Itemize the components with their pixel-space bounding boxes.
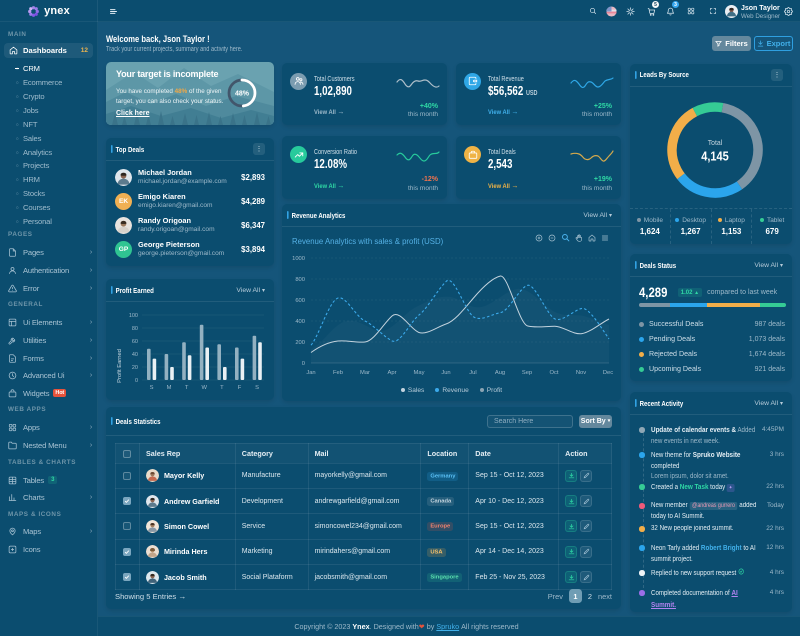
svg-text:Mar: Mar [360,370,370,376]
svg-text:F: F [238,385,242,391]
svg-text:Nov: Nov [576,370,586,376]
svg-text:Dec: Dec [603,370,613,376]
svg-text:W: W [202,385,208,391]
svg-text:S: S [255,385,259,391]
svg-text:40: 40 [132,352,138,358]
svg-text:100: 100 [129,313,138,319]
svg-text:4,145: 4,145 [701,148,729,163]
svg-text:Total: Total [708,138,723,147]
svg-text:400: 400 [295,319,305,325]
svg-text:Profit Earned: Profit Earned [117,349,123,383]
svg-text:Aug: Aug [495,370,505,376]
svg-text:0: 0 [135,378,138,384]
svg-text:60: 60 [132,339,138,345]
svg-text:Apr: Apr [387,370,396,376]
svg-text:600: 600 [295,298,305,304]
svg-text:Oct: Oct [549,370,558,376]
svg-text:1000: 1000 [292,256,305,262]
svg-text:48%: 48% [235,90,250,97]
svg-text:S: S [150,385,154,391]
svg-text:80: 80 [132,326,138,332]
svg-text:200: 200 [295,340,305,346]
svg-text:Feb: Feb [333,370,343,376]
svg-text:T: T [185,385,189,391]
svg-text:Jul: Jul [469,370,476,376]
svg-text:Jun: Jun [441,370,450,376]
svg-text:20: 20 [132,365,138,371]
svg-text:Jan: Jan [306,370,315,376]
svg-text:M: M [167,385,172,391]
svg-text:May: May [414,370,425,376]
svg-text:0: 0 [302,361,305,367]
svg-text:T: T [220,385,224,391]
svg-text:800: 800 [295,277,305,283]
svg-text:Sep: Sep [522,370,532,376]
